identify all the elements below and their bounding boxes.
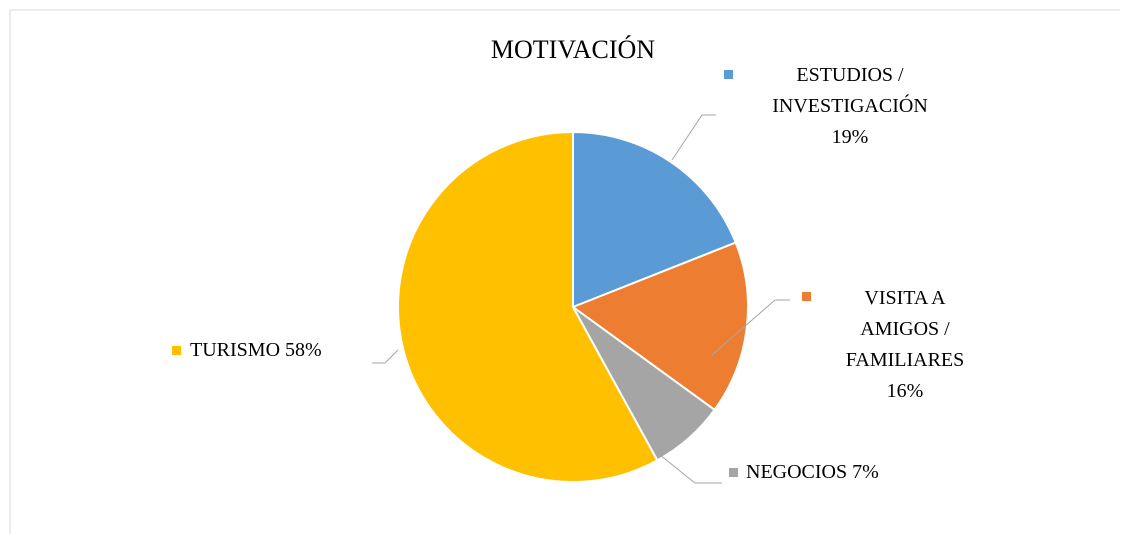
leader-line [372,349,399,364]
data-label: TURISMO 58% [190,335,322,366]
data-label: VISITA A AMIGOS / FAMILIARES 16% [835,283,975,407]
legend-swatch [729,468,738,477]
legend-swatch [724,70,733,79]
label-category: NEGOCIOS [746,461,848,483]
label-category: ESTUDIOS / INVESTIGACIÓN [772,64,928,117]
data-label: NEGOCIOS 7% [746,457,879,488]
leader-line [711,299,790,356]
label-value: 7% [852,461,879,483]
leader-lines [372,114,790,484]
pie-slice [397,130,659,483]
label-value: 16% [886,380,924,402]
pie-slice [572,130,738,309]
label-category: TURISMO [190,339,281,361]
legend-swatch [172,346,181,355]
label-category: VISITA A AMIGOS / FAMILIARES [845,287,965,371]
leader-line [659,454,722,484]
legend-swatch [802,292,811,301]
pie-slice [570,241,749,412]
label-value: 58% [285,339,322,361]
pie [397,130,749,483]
label-value: 19% [831,126,869,148]
data-label: ESTUDIOS / INVESTIGACIÓN 19% [755,60,945,153]
leader-line [671,114,716,161]
chart-border [9,9,1120,534]
chart-title: MOTIVACIÓN [491,35,655,64]
